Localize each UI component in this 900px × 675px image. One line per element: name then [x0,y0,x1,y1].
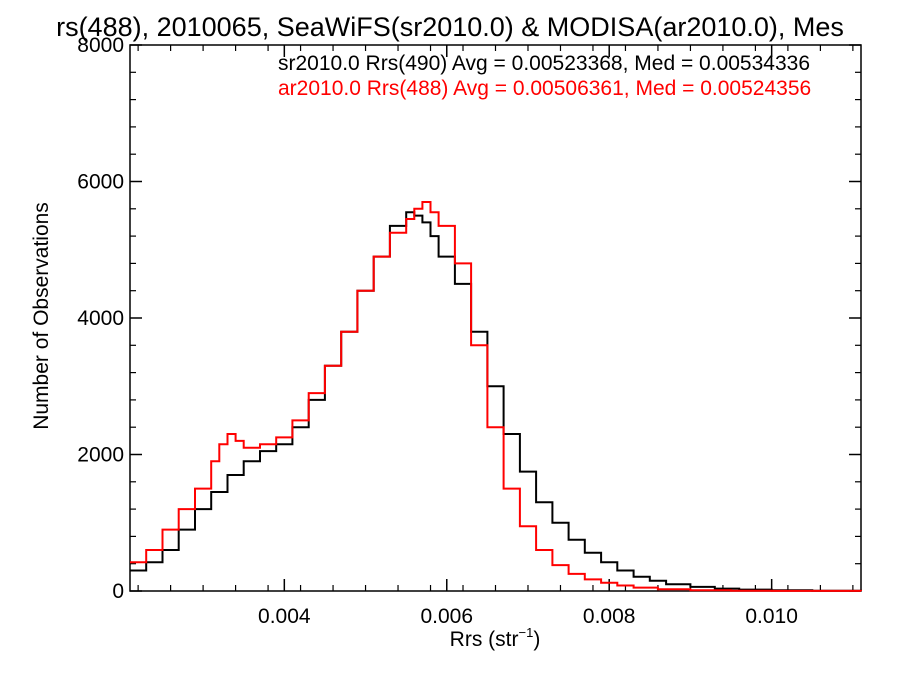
legend: sr2010.0 Rrs(490) Avg = 0.00523368, Med … [278,52,811,100]
y-tick-label: 2000 [77,444,124,467]
x-tick-label: 0.010 [745,605,798,628]
x-axis-label-close: ) [533,628,540,651]
x-axis-label-main: Rrs (str [450,628,519,651]
chart-title: rs(488), 2010065, SeaWiFS(sr2010.0) & MO… [56,12,844,42]
x-tick-label: 0.006 [420,605,473,628]
legend-entry-1: sr2010.0 Rrs(490) Avg = 0.00523368, Med … [278,52,810,75]
legend-entry-2: ar2010.0 Rrs(488) Avg = 0.00506361, Med … [278,77,811,100]
y-tick-label: 6000 [77,171,124,194]
y-tick-label: 0 [112,580,124,603]
x-axis-label: Rrs (str−1) [450,625,541,651]
x-tick-label: 0.004 [258,605,311,628]
plot-frame [129,44,862,592]
series-line-1 [130,211,862,592]
series-line-2 [130,201,862,592]
y-axis: 0 2000 4000 6000 8000 [77,34,861,603]
x-axis-label-superscript: −1 [519,625,534,640]
x-tick-label: 0.008 [583,605,636,628]
series-layer [130,201,862,592]
y-axis-label: Number of Observations [30,202,53,430]
y-tick-label: 4000 [77,307,124,330]
y-tick-label: 8000 [77,34,124,57]
x-axis: 0.004 0.006 0.008 0.010 [137,45,854,628]
